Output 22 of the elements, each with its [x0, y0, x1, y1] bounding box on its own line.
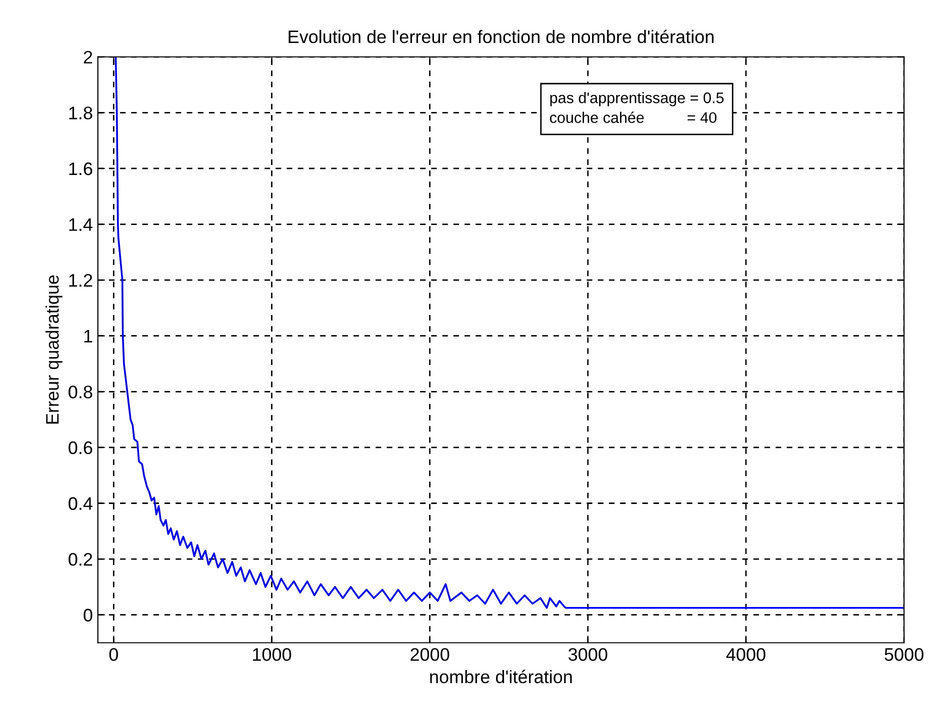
x-axis-title: nombre d'itération — [430, 670, 572, 684]
y-tick-label: 1 — [84, 330, 92, 342]
y-tick-label: 1.6 — [69, 162, 92, 176]
chart-title: Evolution de l'erreur en fonction de nombre d'itération — [288, 30, 714, 44]
y-tick-label: 1.2 — [69, 274, 92, 287]
x-tick-label: 0 — [109, 648, 118, 661]
y-tick-label: 0.8 — [68, 386, 92, 398]
y-tick-label: 1.8 — [69, 106, 92, 120]
y-tick-label: 0.6 — [68, 441, 92, 454]
x-tick-label: 3000 — [568, 648, 608, 661]
line-series — [114, 56, 904, 609]
y-tick-label: 1.4 — [69, 218, 92, 231]
y-tick-label: 0.2 — [68, 552, 92, 566]
x-tick-label: 2000 — [410, 648, 450, 661]
y-axis-title: Erreur quadratique — [46, 275, 62, 424]
y-tick-label: 0.4 — [68, 497, 92, 510]
x-tick-label: 5000 — [884, 648, 924, 661]
annotation: pas d'apprentissage = 0.5 couche cahée = 40 — [550, 92, 724, 124]
y-tick-label: 2 — [84, 50, 92, 64]
x-tick-label: 1000 — [253, 648, 292, 661]
y-tick-label: 0 — [84, 608, 92, 622]
x-tick-label: 4000 — [726, 648, 766, 661]
